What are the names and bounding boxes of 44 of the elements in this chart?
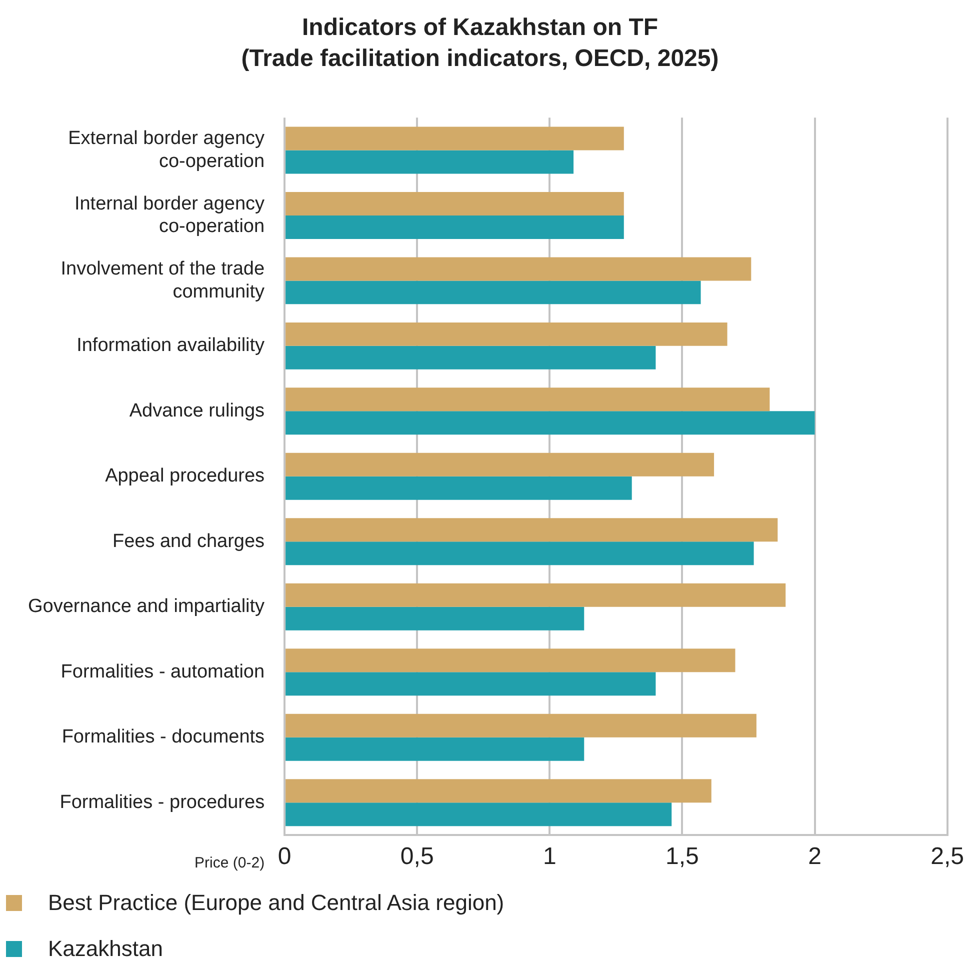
bar: [286, 518, 778, 542]
x-tick-label: 2,5: [930, 843, 964, 870]
x-tick-label: 0,5: [400, 843, 434, 870]
bar: [286, 322, 728, 346]
x-tick-label: 2: [808, 843, 822, 870]
bar: [286, 542, 754, 566]
y-tick-label: Internal border agency co-operation: [74, 193, 266, 238]
legend-label: Best Practice (Europe and Central Asia region): [48, 890, 504, 916]
bar: [286, 257, 752, 281]
bar: [286, 779, 712, 803]
y-tick-label: External border agency co-operation: [68, 128, 266, 172]
bar: [286, 802, 672, 826]
bar: [286, 150, 574, 174]
bar: [286, 280, 701, 304]
x-tick-label: 1: [542, 843, 556, 870]
y-tick-label: Information availability: [76, 335, 266, 356]
bar: [286, 411, 815, 435]
x-axis-title: Price (0-2): [194, 854, 265, 872]
y-tick-label: Governance and impartiality: [28, 596, 266, 618]
legend-label: Kazakhstan: [48, 936, 163, 962]
bar: [286, 476, 632, 500]
bar: [286, 126, 624, 150]
y-tick-label: Advance rulings: [129, 400, 265, 422]
y-tick-label: Appeal procedures: [105, 466, 265, 487]
x-tick-label: 0: [278, 843, 292, 870]
bar: [286, 648, 736, 672]
bar: [286, 215, 624, 239]
bar: [286, 606, 584, 630]
chart-subtitle: (Trade facilitation indicators, OECD, 2025): [241, 44, 719, 72]
bar: [286, 192, 624, 216]
bar: [286, 388, 770, 412]
bar: [286, 583, 786, 607]
bar: [286, 737, 584, 761]
bar: [286, 346, 656, 370]
y-tick-label: Formalities - documents: [62, 726, 265, 748]
y-tick-label: Involvement of the trade community: [60, 258, 266, 302]
bar: [286, 714, 756, 738]
bar: [286, 672, 656, 696]
bar: [286, 452, 714, 476]
chart-title: Indicators of Kazakhstan on TF: [302, 14, 658, 42]
y-tick-label: Formalities - procedures: [60, 792, 265, 813]
x-tick-label: 1,5: [666, 843, 699, 870]
y-tick-label: Fees and charges: [112, 530, 265, 552]
y-tick-label: Formalities - automation: [60, 661, 265, 682]
